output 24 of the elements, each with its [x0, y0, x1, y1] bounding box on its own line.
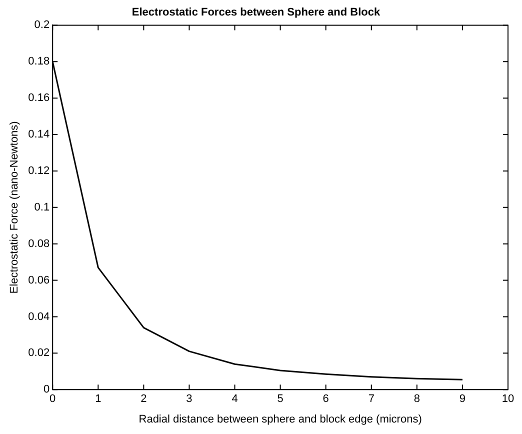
x-tick-label: 5 [277, 393, 284, 406]
x-tick-label: 4 [232, 393, 238, 406]
y-tick-label: 0.14 [28, 128, 50, 141]
y-tick-label: 0.04 [28, 310, 50, 323]
x-axis-title: Radial distance between sphere and block edge (microns) [138, 413, 422, 426]
x-tick-label: 1 [95, 393, 102, 406]
y-tick-label: 0.02 [28, 347, 50, 360]
y-tick-label: 0.12 [28, 164, 50, 177]
x-tick-label: 3 [186, 393, 192, 406]
y-axis-title: Electrostatic Force (nano-Newtons) [8, 121, 21, 294]
y-tick-label: 0.08 [28, 238, 50, 250]
y-tick-label: 0.16 [28, 92, 50, 104]
x-tick-label: 10 [502, 393, 514, 406]
x-tick-label: 8 [414, 393, 420, 406]
chart-title: Electrostatic Forces between Sphere and Block [132, 6, 381, 19]
x-tick-label: 2 [140, 393, 147, 406]
x-tick-label: 7 [368, 393, 374, 406]
y-tick-label: 0.2 [34, 19, 50, 32]
y-tick-label: 0.1 [34, 201, 50, 214]
y-tick-label: 0 [43, 384, 50, 396]
y-tick-label: 0.06 [28, 274, 50, 286]
x-tick-label: 6 [322, 393, 329, 406]
x-tick-label: 9 [459, 393, 466, 406]
y-tick-label: 0.18 [28, 56, 50, 68]
